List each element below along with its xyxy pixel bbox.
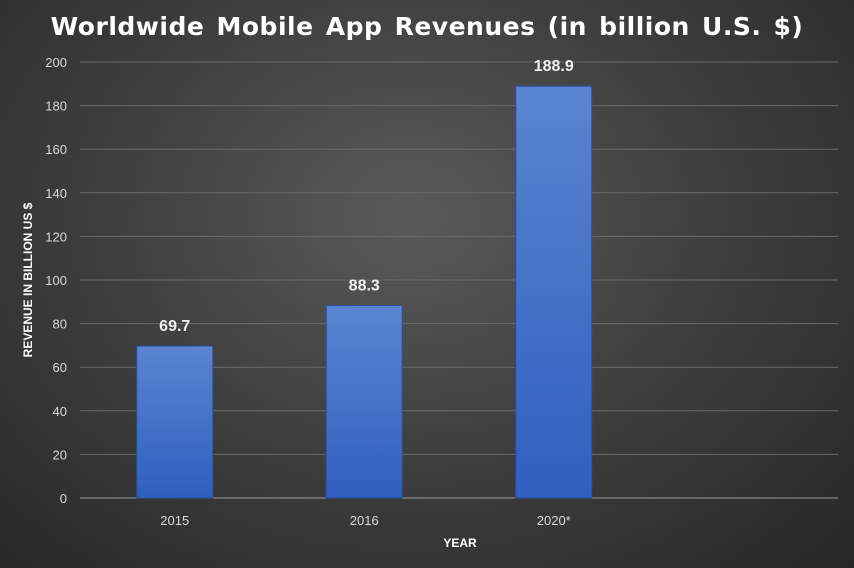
y-tick-label: 180 — [45, 99, 67, 114]
x-axis-ticks: 2015 2016 2020* — [160, 513, 570, 528]
y-tick-label: 140 — [45, 186, 67, 201]
y-tick-label: 40 — [53, 404, 67, 419]
data-label: 88.3 — [349, 278, 380, 295]
bars — [136, 85, 593, 499]
y-axis-title: REVENUE IN BILLION US $ — [21, 202, 35, 357]
bar — [136, 345, 214, 499]
x-tick-label: 2015 — [160, 513, 189, 528]
x-tick-label: 2016 — [350, 513, 379, 528]
data-label: 69.7 — [159, 318, 190, 335]
y-tick-label: 80 — [53, 317, 67, 332]
data-label: 188.9 — [534, 58, 574, 75]
bar — [515, 85, 593, 499]
y-tick-label: 20 — [53, 447, 67, 462]
bar — [325, 305, 403, 499]
y-axis-ticks: 0 20 40 60 80 100 120 140 160 180 200 — [45, 55, 67, 506]
y-tick-label: 60 — [53, 360, 67, 375]
y-tick-label: 160 — [45, 142, 67, 157]
x-tick-label: 2020* — [537, 513, 571, 528]
x-axis-title: YEAR — [443, 536, 477, 550]
y-tick-label: 120 — [45, 229, 67, 244]
y-tick-label: 100 — [45, 273, 67, 288]
y-tick-label: 200 — [45, 55, 67, 70]
data-labels: 69.7 88.3 188.9 — [159, 58, 574, 335]
chart-title: Worldwide Mobile App Revenues (in billio… — [50, 12, 804, 41]
y-tick-label: 0 — [60, 491, 67, 506]
